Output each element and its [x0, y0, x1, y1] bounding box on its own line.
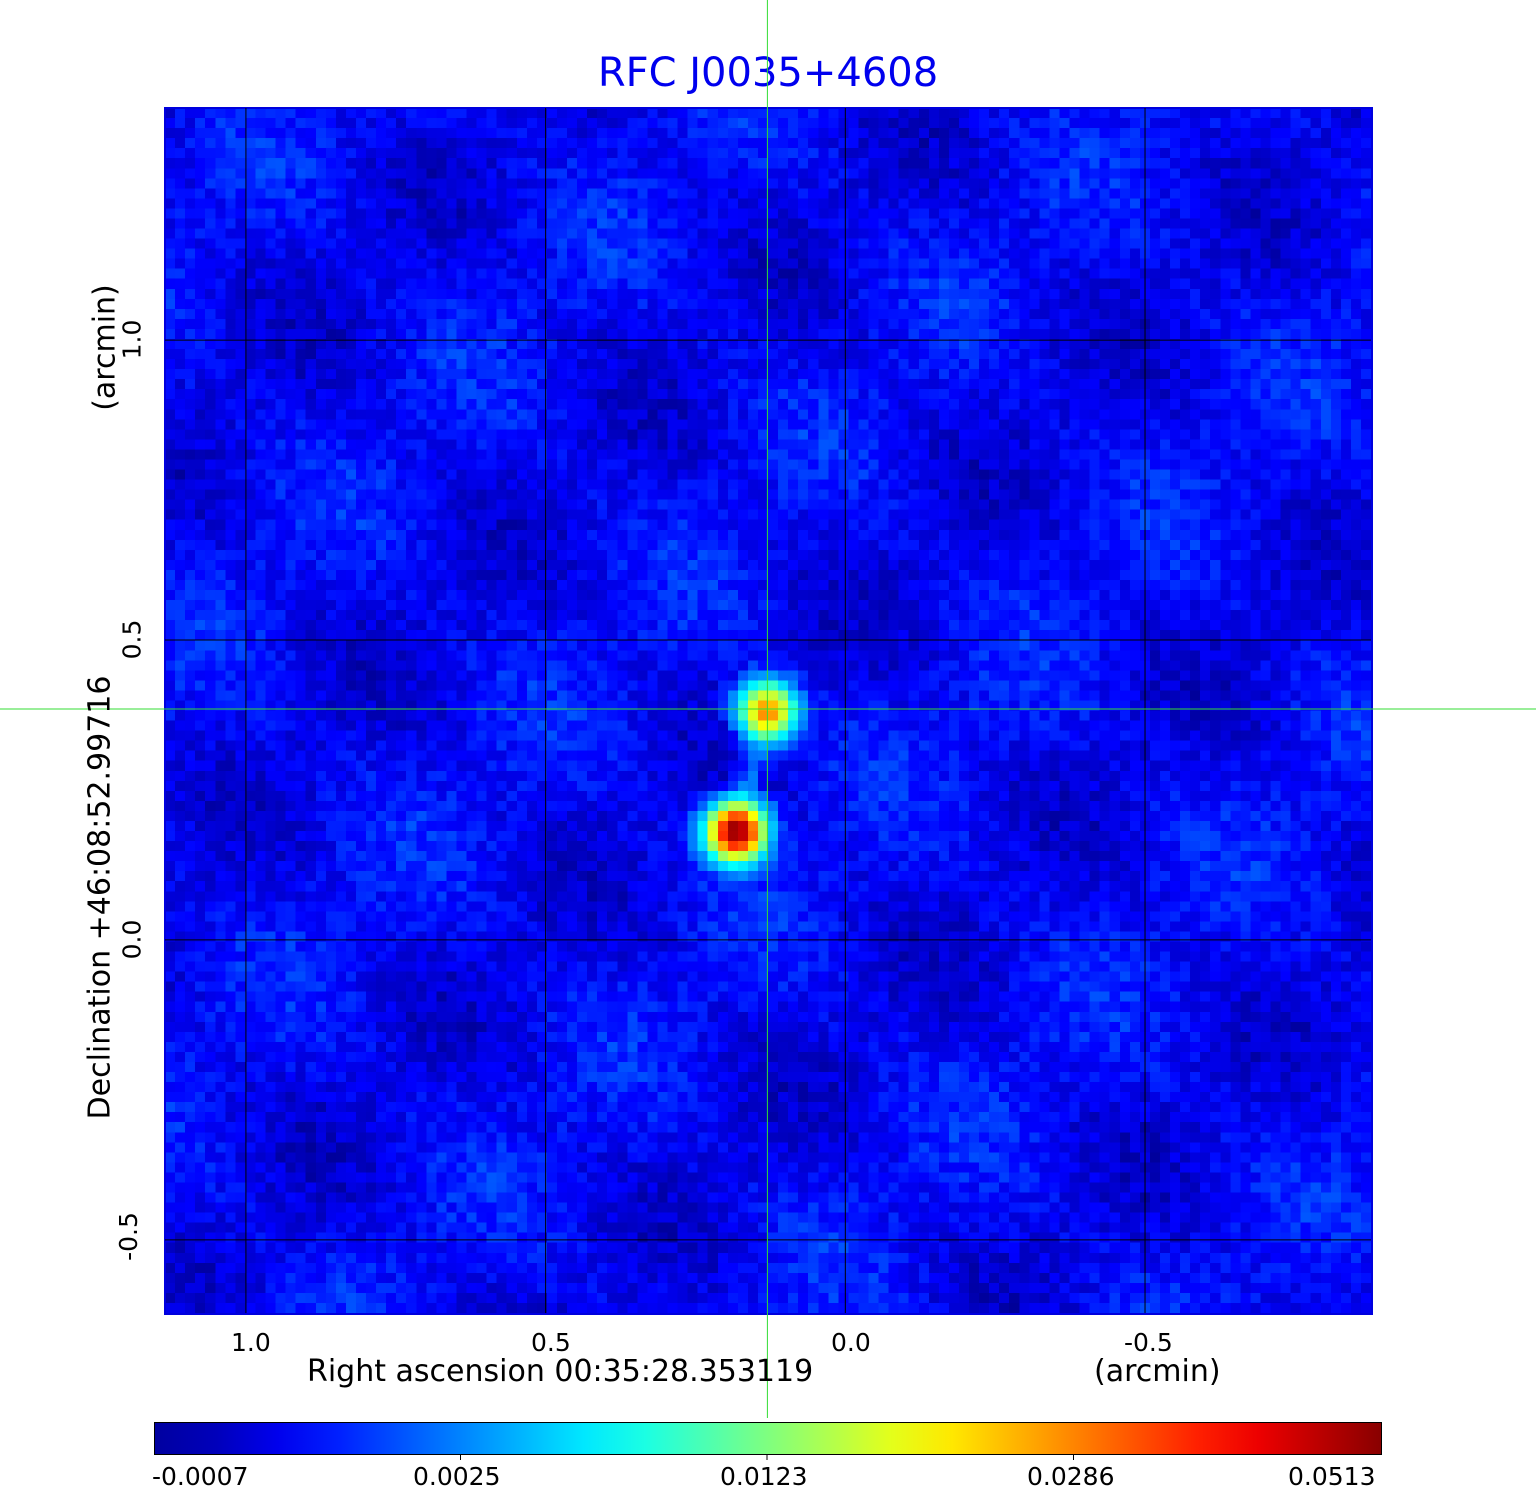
x-tick-label: 0.5	[531, 1328, 571, 1357]
colorbar-tick-label: 0.0286	[1027, 1462, 1115, 1491]
y-axis-unit: (arcmin)	[87, 284, 123, 411]
y-tick-label: -0.5	[113, 1212, 143, 1261]
y-axis-label: Declination +46:08:52.99716	[82, 675, 118, 1120]
x-tick-label: 1.0	[231, 1328, 271, 1357]
chart-title: RFC J0035+4608	[597, 50, 939, 96]
x-axis-label: Right ascension 00:35:28.353119	[307, 1354, 814, 1389]
radio-map-image[interactable]	[165, 108, 1371, 1313]
colorbar-tick-label: 0.0123	[720, 1462, 808, 1491]
y-tick-label: 0.5	[117, 619, 147, 660]
colorbar-tick-label: 0.0513	[1288, 1462, 1376, 1491]
colorbar-tick-label: 0.0025	[413, 1462, 501, 1491]
colorbar	[154, 1422, 1382, 1455]
x-tick-label: 0.0	[831, 1328, 871, 1357]
colorbar-tick-label: -0.0007	[152, 1462, 249, 1491]
x-axis-unit: (arcmin)	[1094, 1354, 1221, 1389]
x-tick-label: -0.5	[1124, 1328, 1173, 1357]
plot-frame	[164, 107, 1373, 1315]
y-tick-label: 0.0	[117, 919, 147, 960]
